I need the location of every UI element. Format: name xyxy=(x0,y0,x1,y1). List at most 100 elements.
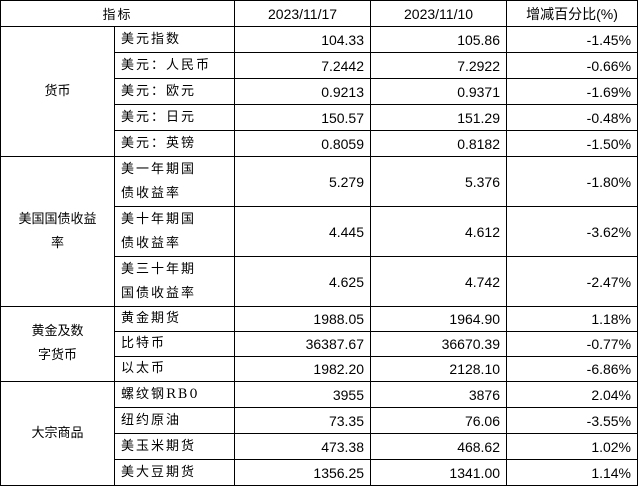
table-row: 黄金及数字货币 黄金期货 1988.05 1964.90 1.18% xyxy=(0,306,638,382)
change-percent: 2.04% xyxy=(506,381,638,408)
value-date2: 0.9371 xyxy=(370,78,508,105)
indicator-name-text: 以太币 xyxy=(121,361,167,376)
indicator-name-text: 美大豆期货 xyxy=(121,465,197,480)
indicator-name: 美元：欧元 xyxy=(113,78,236,105)
value-date2: 3876 xyxy=(370,381,508,408)
table-row: 美元：欧元 0.9213 0.9371 -1.69% xyxy=(1,78,638,105)
change-percent: -3.55% xyxy=(506,407,638,434)
table-row: 美元：日元 150.57 151.29 -0.48% xyxy=(1,104,638,131)
category-label: 美国国债收益率 xyxy=(18,211,97,251)
change-percent: 1.18% xyxy=(506,306,638,332)
indicator-name-text: 纽约原油 xyxy=(121,413,182,428)
category-label: 黄金及数字货币 xyxy=(31,324,84,363)
value-date2: 105.86 xyxy=(370,26,508,53)
value-date2: 5.376 xyxy=(370,156,508,207)
table-row: 美大豆期货 1356.25 1341.00 1.14% xyxy=(1,459,638,486)
value-date2: 7.2922 xyxy=(370,52,508,79)
indicator-name-text: 美元：英镑 xyxy=(121,136,197,151)
table-row: 美元：英镑 0.8059 0.8182 -1.50% xyxy=(1,130,638,157)
header-date2: 2023/11/10 xyxy=(370,0,508,27)
value-date2: 468.62 xyxy=(370,433,508,460)
indicator-name-text: 美元：日元 xyxy=(121,110,197,125)
table-row: 货币 美元指数 104.33 105.86 -1.45% xyxy=(0,26,638,157)
indicator-name: 美大豆期货 xyxy=(113,459,236,486)
table-row: 美玉米期货 473.38 468.62 1.02% xyxy=(1,433,638,460)
indicator-name: 螺纹钢RB0 xyxy=(113,381,236,408)
header-indicator: 指标 xyxy=(0,0,236,27)
category-cell: 黄金及数字货币 xyxy=(0,306,115,382)
indicator-name: 黄金期货 xyxy=(113,306,236,332)
category-cell: 大宗商品 xyxy=(0,381,115,486)
indicator-name: 美玉米期货 xyxy=(113,433,236,460)
change-percent: -6.86% xyxy=(506,356,638,382)
category-cell: 美国国债收益率 xyxy=(0,156,115,307)
value-date2: 151.29 xyxy=(370,104,508,131)
table-row: 比特币 36387.67 36670.39 -0.77% xyxy=(1,331,638,357)
value-date1: 0.9213 xyxy=(234,78,372,105)
indicator-name: 美元：日元 xyxy=(113,104,236,131)
value-date2: 1964.90 xyxy=(370,306,508,332)
value-date1: 150.57 xyxy=(234,104,372,131)
indicator-name-text: 螺纹钢RB0 xyxy=(121,387,200,402)
header-row: 指标 2023/11/17 2023/11/10 增减百分比(%) xyxy=(0,0,638,27)
indicator-name: 以太币 xyxy=(113,356,236,382)
value-date1: 4.445 xyxy=(234,206,372,257)
change-percent: 1.02% xyxy=(506,433,638,460)
indicator-name: 比特币 xyxy=(113,331,236,357)
indicator-name: 美元指数 xyxy=(113,26,236,53)
indicator-name: 美十年期国债收益率 xyxy=(113,206,236,257)
value-date1: 473.38 xyxy=(234,433,372,460)
value-date2: 4.612 xyxy=(370,206,508,257)
indicator-name-text: 美一年期国债收益率 xyxy=(121,161,197,201)
value-date1: 5.279 xyxy=(234,156,372,207)
value-date1: 0.8059 xyxy=(234,130,372,157)
change-percent: -0.66% xyxy=(506,52,638,79)
value-date1: 73.35 xyxy=(234,407,372,434)
table-row: 美元：人民币 7.2442 7.2922 -0.66% xyxy=(1,52,638,79)
indicator-name-text: 美元指数 xyxy=(121,32,182,47)
indicator-name: 美元：人民币 xyxy=(113,52,236,79)
header-change: 增减百分比(%) xyxy=(506,0,638,27)
indicator-name: 美三十年期国债收益率 xyxy=(113,256,236,307)
change-percent: -1.69% xyxy=(506,78,638,105)
value-date2: 76.06 xyxy=(370,407,508,434)
indicator-name: 美元：英镑 xyxy=(113,130,236,157)
indicator-name-text: 美元：欧元 xyxy=(121,84,197,99)
table-row: 美国国债收益率 美一年期国债收益率 5.279 5.376 -1.80% xyxy=(0,156,638,307)
value-date1: 1356.25 xyxy=(234,459,372,486)
indicator-name: 美一年期国债收益率 xyxy=(113,156,236,207)
category-label: 货币 xyxy=(44,83,71,99)
change-percent: -1.80% xyxy=(506,156,638,207)
change-percent: -2.47% xyxy=(506,256,638,307)
value-date1: 1982.20 xyxy=(234,356,372,382)
value-date1: 104.33 xyxy=(234,26,372,53)
value-date1: 36387.67 xyxy=(234,331,372,357)
header-date1: 2023/11/17 xyxy=(234,0,372,27)
value-date2: 1341.00 xyxy=(370,459,508,486)
change-percent: -1.45% xyxy=(506,26,638,53)
indicator-name-text: 美三十年期国债收益率 xyxy=(121,261,197,301)
value-date2: 0.8182 xyxy=(370,130,508,157)
indicator-name-text: 美玉米期货 xyxy=(121,439,197,454)
table-row: 以太币 1982.20 2128.10 -6.86% xyxy=(1,356,638,382)
table-row: 纽约原油 73.35 76.06 -3.55% xyxy=(1,407,638,434)
value-date1: 7.2442 xyxy=(234,52,372,79)
value-date1: 3955 xyxy=(234,381,372,408)
value-date2: 4.742 xyxy=(370,256,508,307)
indicator-name: 纽约原油 xyxy=(113,407,236,434)
table-row: 美十年期国债收益率 4.445 4.612 -3.62% xyxy=(1,206,638,257)
indicator-name-text: 美元：人民币 xyxy=(121,58,212,73)
change-percent: -0.48% xyxy=(506,104,638,131)
change-percent: -1.50% xyxy=(506,130,638,157)
indicator-name-text: 美十年期国债收益率 xyxy=(121,211,197,251)
indicator-name-text: 黄金期货 xyxy=(121,311,182,326)
change-percent: -0.77% xyxy=(506,331,638,357)
change-percent: -3.62% xyxy=(506,206,638,257)
value-date1: 4.625 xyxy=(234,256,372,307)
category-label: 大宗商品 xyxy=(31,425,84,441)
value-date1: 1988.05 xyxy=(234,306,372,332)
value-date2: 36670.39 xyxy=(370,331,508,357)
value-date2: 2128.10 xyxy=(370,356,508,382)
table-row: 大宗商品 螺纹钢RB0 3955 3876 2.04% xyxy=(0,381,638,486)
